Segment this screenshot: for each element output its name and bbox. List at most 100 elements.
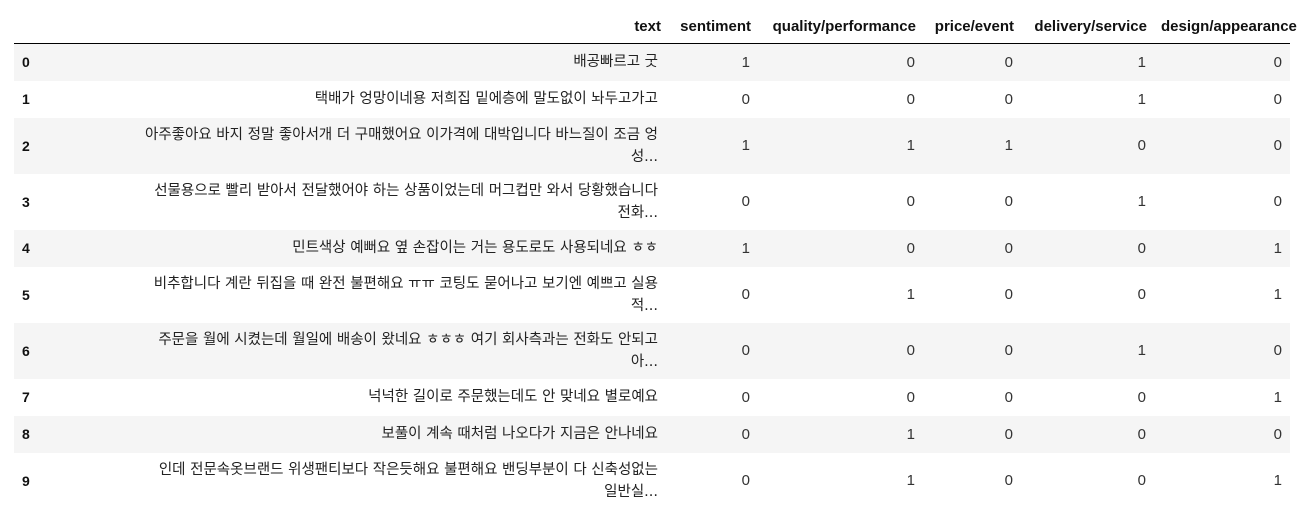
quality-performance-cell: 0 — [906, 193, 915, 210]
table-row: 2 아주좋아요 바지 정말 좋아서개 더 구매했어요 이가격에 대박입니다 바느… — [14, 117, 1290, 174]
quality-performance-cell: 0 — [906, 388, 915, 406]
sentiment-cell: 0 — [741, 286, 750, 303]
design-appearance-cell: 0 — [1273, 342, 1282, 359]
review-text-cell: 넉넉한 길이로 주문했는데도 안 맞네요 별로예요 — [44, 379, 668, 416]
design-appearance-cell: 0 — [1273, 193, 1282, 210]
table-row: 4 민트색상 예뻐요 옆 손잡이는 거는 용도로도 사용되네요 ㅎㅎ 1 0 0… — [14, 229, 1290, 267]
price-event-cell: 0 — [1004, 388, 1013, 406]
review-text-cell: 민트색상 예뻐요 옆 손잡이는 거는 용도로도 사용되네요 ㅎㅎ — [44, 230, 668, 267]
delivery-service-cell: 1 — [1137, 90, 1146, 108]
dataframe-output: text sentiment quality/performance price… — [14, 6, 1297, 509]
price-event-cell: 0 — [1004, 193, 1013, 210]
review-text-cell: 배공빠르고 굿 — [44, 44, 668, 81]
delivery-service-cell: 0 — [1137, 472, 1146, 489]
column-header-text: text — [44, 6, 668, 44]
sentiment-cell: 0 — [741, 388, 750, 406]
price-event-cell: 0 — [1004, 342, 1013, 359]
review-text-cell: 아주좋아요 바지 정말 좋아서개 더 구매했어요 이가격에 대박입니다 바느질이… — [44, 118, 668, 174]
column-header-sentiment: sentiment — [668, 6, 758, 44]
price-event-cell: 0 — [1004, 472, 1013, 489]
row-index: 1 — [22, 91, 30, 107]
column-header-delivery-service: delivery/service — [1021, 6, 1154, 44]
review-text-line: 아주좋아요 바지 정말 좋아서개 더 구매했어요 이가격에 대박입니다 바느질이… — [145, 126, 658, 143]
table-row: 8 보풀이 계속 때처럼 나오다가 지금은 안나네요 0 1 0 0 0 — [14, 415, 1290, 453]
design-appearance-cell: 0 — [1273, 90, 1282, 108]
sentiment-cell: 0 — [741, 342, 750, 359]
row-index: 8 — [22, 426, 30, 442]
review-text-continuation: 일반실... — [604, 483, 658, 500]
review-text-cell: 택배가 엉망이네용 저희집 밑에층에 말도없이 놔두고가고 — [44, 81, 668, 118]
review-text-line: 넉넉한 길이로 주문했는데도 안 맞네요 별로예요 — [368, 389, 658, 405]
review-text-cell: 보풀이 계속 때처럼 나오다가 지금은 안나네요 — [44, 416, 668, 453]
table-row: 9 인데 전문속옷브랜드 위생팬티보다 작은듯해요 불편해요 밴딩부분이 다 신… — [14, 453, 1290, 509]
review-text-cell: 인데 전문속옷브랜드 위생팬티보다 작은듯해요 불편해요 밴딩부분이 다 신축성… — [44, 453, 668, 509]
price-event-cell: 0 — [1004, 425, 1013, 443]
delivery-service-cell: 0 — [1137, 286, 1146, 303]
review-text-line: 민트색상 예뻐요 옆 손잡이는 거는 용도로도 사용되네요 ㅎㅎ — [292, 240, 658, 256]
row-index: 2 — [22, 137, 30, 154]
review-text-continuation: 적... — [630, 297, 658, 314]
sentiment-cell: 1 — [741, 239, 750, 257]
dataframe-table: text sentiment quality/performance price… — [14, 6, 1297, 509]
row-index: 9 — [22, 472, 30, 489]
sentiment-cell: 0 — [741, 90, 750, 108]
design-appearance-cell: 1 — [1273, 286, 1282, 303]
review-text-continuation: 전화... — [617, 204, 658, 221]
sentiment-cell: 1 — [741, 53, 750, 71]
header-row: text sentiment quality/performance price… — [14, 6, 1297, 44]
row-index: 6 — [22, 342, 30, 359]
delivery-service-cell: 1 — [1137, 53, 1146, 71]
delivery-service-cell: 0 — [1137, 239, 1146, 257]
sentiment-cell: 1 — [741, 137, 750, 154]
quality-performance-cell: 1 — [906, 425, 915, 443]
review-text-line: 주문을 월에 시켰는데 월일에 배송이 왔네요 ㅎㅎㅎ 여기 회사측과는 전화도… — [158, 331, 658, 348]
review-text-line: 인데 전문속옷브랜드 위생팬티보다 작은듯해요 불편해요 밴딩부분이 다 신축성… — [158, 461, 658, 478]
table-row: 6 주문을 월에 시켰는데 월일에 배송이 왔네요 ㅎㅎㅎ 여기 회사측과는 전… — [14, 322, 1290, 379]
column-header-quality-performance: quality/performance — [758, 6, 923, 44]
delivery-service-cell: 0 — [1137, 425, 1146, 443]
row-index: 3 — [22, 193, 30, 210]
column-header-price-event: price/event — [923, 6, 1021, 44]
table-row: 1 택배가 엉망이네용 저희집 밑에층에 말도없이 놔두고가고 0 0 0 1 … — [14, 81, 1290, 118]
review-text-line: 선물용으로 빨리 받아서 전달했어야 하는 상품이었는데 머그컵만 와서 당황했… — [154, 182, 658, 199]
quality-performance-cell: 0 — [906, 90, 915, 108]
row-index: 5 — [22, 286, 30, 303]
design-appearance-cell: 0 — [1273, 137, 1282, 154]
index-header — [14, 6, 44, 44]
sentiment-cell: 0 — [741, 472, 750, 489]
quality-performance-cell: 0 — [906, 53, 915, 71]
price-event-cell: 0 — [1004, 90, 1013, 108]
review-text-cell: 주문을 월에 시켰는데 월일에 배송이 왔네요 ㅎㅎㅎ 여기 회사측과는 전화도… — [44, 323, 668, 379]
quality-performance-cell: 1 — [906, 472, 915, 489]
table-row: 3 선물용으로 빨리 받아서 전달했어야 하는 상품이었는데 머그컵만 와서 당… — [14, 174, 1290, 230]
design-appearance-cell: 1 — [1273, 239, 1282, 257]
price-event-cell: 0 — [1004, 53, 1013, 71]
delivery-service-cell: 0 — [1137, 137, 1146, 154]
review-text-continuation: 성... — [630, 148, 658, 165]
design-appearance-cell: 0 — [1273, 53, 1282, 71]
review-text-cell: 비추합니다 계란 뒤집을 때 완전 불편해요 ㅠㅠ 코팅도 묻어나고 보기엔 예… — [44, 267, 668, 323]
design-appearance-cell: 1 — [1273, 388, 1282, 406]
design-appearance-cell: 1 — [1273, 472, 1282, 489]
quality-performance-cell: 0 — [906, 239, 915, 257]
row-index: 7 — [22, 389, 30, 405]
sentiment-cell: 0 — [741, 425, 750, 443]
design-appearance-cell: 0 — [1273, 425, 1282, 443]
delivery-service-cell: 0 — [1137, 388, 1146, 406]
quality-performance-cell: 0 — [906, 342, 915, 359]
table-row: 7 넉넉한 길이로 주문했는데도 안 맞네요 별로예요 0 0 0 0 1 — [14, 379, 1290, 416]
review-text-cell: 선물용으로 빨리 받아서 전달했어야 하는 상품이었는데 머그컵만 와서 당황했… — [44, 174, 668, 230]
price-event-cell: 0 — [1004, 286, 1013, 303]
review-text-line: 배공빠르고 굿 — [573, 54, 658, 71]
row-index: 0 — [22, 54, 30, 71]
delivery-service-cell: 1 — [1137, 342, 1146, 359]
table-row: 0 배공빠르고 굿 1 0 0 1 0 — [14, 43, 1290, 81]
delivery-service-cell: 1 — [1137, 193, 1146, 210]
review-text-line: 보풀이 계속 때처럼 나오다가 지금은 안나네요 — [381, 426, 658, 442]
column-header-design-appearance: design/appearance — [1154, 6, 1297, 44]
table-row: 5 비추합니다 계란 뒤집을 때 완전 불편해요 ㅠㅠ 코팅도 묻어나고 보기엔… — [14, 267, 1290, 323]
price-event-cell: 0 — [1004, 239, 1013, 257]
row-index: 4 — [22, 240, 30, 256]
sentiment-cell: 0 — [741, 193, 750, 210]
quality-performance-cell: 1 — [906, 137, 915, 154]
